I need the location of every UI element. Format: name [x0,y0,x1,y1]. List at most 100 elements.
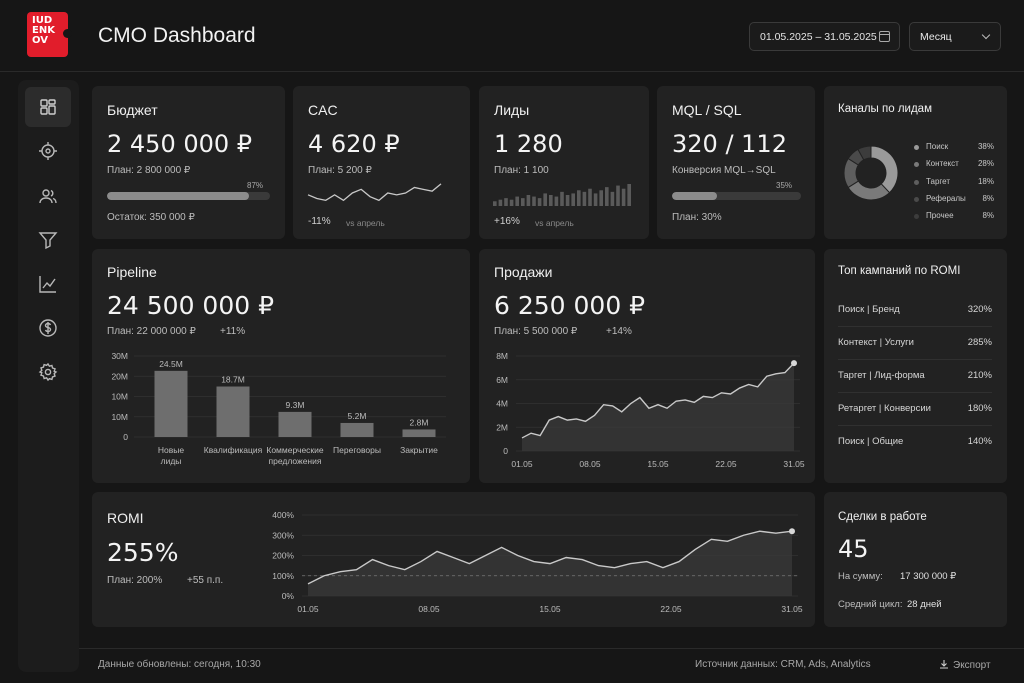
pipeline-category-label: Квалификация [204,445,263,455]
pipeline-category-label: Переговоры [333,445,381,455]
romi-x-tick: 08.05 [418,604,440,614]
campaign-row[interactable]: Поиск | Бренд 320% [838,304,992,318]
leads-mini-bar [621,188,626,206]
sales-x-tick: 08.05 [579,459,601,469]
campaign-row[interactable]: Таргет | Лид-форма 210% [838,370,992,384]
campaign-romi: 180% [967,403,992,414]
campaign-divider [838,425,992,426]
romi-y-tick: 200% [272,551,294,561]
romi-title: ROMI [107,510,144,526]
leads-mini-bar [543,193,547,206]
campaign-divider [838,392,992,393]
users-icon [39,189,57,204]
pipeline-y-tick: 10M [111,392,128,402]
sales-area-chart: 0 2M 4M 6M 8M 01.05 08.05 15.05 22.05 31.05 [496,351,805,469]
romi-y-tick: 300% [272,530,294,540]
leads-compare: vs апрель [535,218,574,228]
leads-mini-bar [616,185,620,206]
campaign-divider [838,359,992,360]
romi-y-tick: 100% [272,571,294,581]
date-range-picker[interactable]: 01.05.2025 – 31.05.2025 [749,22,900,51]
sales-line [521,362,795,439]
sidebar-item-dashboard[interactable] [25,87,71,127]
funnel-icon [38,232,58,250]
deals-cycle-label: Средний цикл: [838,599,903,610]
sidebar-item-analytics[interactable] [25,264,71,304]
calendar-icon [879,31,890,42]
sales-last-point [791,360,797,367]
sales-x-tick: 31.05 [783,459,805,469]
leads-mini-bar [588,188,592,206]
channels-legend-item: Прочее 8% [914,211,994,223]
legend-label: Прочее [926,211,954,221]
pipeline-bar-value: 9.3M [286,400,305,410]
pipeline-title: Pipeline [107,264,157,280]
campaign-row[interactable]: Контекст | Услуги 285% [838,337,992,351]
budget-plan: План: 2 800 000 ₽ [107,165,191,176]
legend-dot [914,162,919,168]
sidebar [18,80,79,672]
sales-x-tick: 15.05 [647,459,669,469]
leads-value: 1 280 [494,130,563,158]
sales-y-tick: 4M [496,399,508,409]
leads-mini-bar [504,198,508,206]
pipeline-category-label: лиды [161,456,182,466]
period-value: Месяц [920,31,952,43]
campaign-row[interactable]: Ретаргет | Конверсии 180% [838,403,992,417]
channels-donut-slice [870,145,899,194]
export-button[interactable]: Экспорт [939,659,991,671]
pipeline-y-tick: 0 [123,432,128,442]
pipeline-bar-value: 2.8M [410,417,429,427]
sidebar-item-finance[interactable] [25,308,71,348]
sidebar-item-users[interactable] [25,176,71,216]
romi-y-tick: 0% [282,591,295,601]
leads-mini-bar [509,199,514,206]
leads-mini-bars [493,184,631,206]
campaign-divider [838,326,992,327]
channels-legend-item: Контекст 28% [914,159,994,171]
pipeline-y-tick: 20M [111,371,128,381]
leads-mini-bar [577,190,581,206]
pipeline-plan: План: 22 000 000 ₽ [107,326,196,337]
cac-compare: vs апрель [346,218,385,228]
period-select[interactable]: Месяц [909,22,1001,51]
campaign-row[interactable]: Поиск | Общие 140% [838,436,992,450]
sidebar-item-settings[interactable] [25,352,71,392]
leads-mini-bar [599,190,603,206]
romi-x-tick: 31.05 [781,604,803,614]
line-chart-icon [39,276,56,293]
pipeline-value: 24 500 000 ₽ [107,291,274,320]
header: IUD ENK OV CMO Dashboard 01.05.2025 – 31… [0,0,1024,72]
budget-progress-fill [107,192,249,200]
leads-mini-bar [560,191,564,206]
sidebar-item-funnel[interactable] [25,220,71,260]
pipeline-bar [402,429,436,437]
cac-card [293,86,470,239]
leads-mini-bar [565,195,570,206]
legend-label: Рефералы [926,193,966,203]
sidebar-item-targets[interactable] [25,131,71,171]
mql-progress-fill [672,192,718,200]
deals-card [824,492,1007,627]
target-icon [39,142,57,160]
brand-logo[interactable]: IUD ENK OV [27,12,72,57]
pipeline-card [92,249,470,483]
cac-sparkline [307,183,442,202]
cac-value: 4 620 ₽ [308,130,400,158]
mql-conversion-label: Конверсия MQL→SQL [672,165,776,176]
pipeline-category-label: предложения [269,456,322,466]
legend-dot [914,214,919,220]
leads-mini-bar [605,187,609,206]
campaign-name: Контекст | Услуги [838,337,914,348]
sales-y-tick: 8M [496,351,508,361]
legend-label: Поиск [926,142,949,151]
channels-title: Каналы по лидам [838,103,932,115]
leads-mini-bar [593,193,598,206]
campaign-name: Ретаргет | Конверсии [838,403,931,414]
romi-x-tick: 15.05 [539,604,561,614]
campaign-romi: 285% [967,337,992,348]
sales-x-tick: 22.05 [715,459,737,469]
channels-legend-item: Рефералы 8% [914,194,994,206]
deals-sum-value: 17 300 000 ₽ [900,571,957,582]
sales-title: Продажи [494,264,553,280]
